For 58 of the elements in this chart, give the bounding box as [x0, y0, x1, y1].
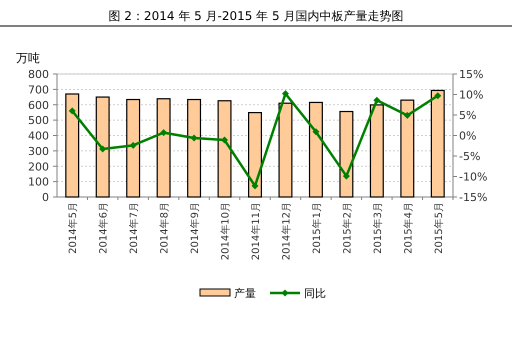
y-tick-label: 100 — [28, 176, 49, 189]
y2-tick-label: -15% — [459, 191, 488, 204]
y2-tick-label: -5% — [459, 150, 480, 163]
bar — [126, 98, 140, 198]
point — [282, 90, 289, 98]
y-tick-label: 0 — [42, 191, 49, 204]
bar — [65, 93, 80, 198]
y-tick-label: 300 — [28, 144, 49, 158]
x-tick-label: 2014年11月 — [250, 202, 262, 260]
y-tick-label: 400 — [28, 130, 49, 142]
point — [160, 129, 168, 136]
y2-tick-label: -10% — [459, 170, 488, 184]
y-tick-label: 200 — [28, 160, 49, 174]
bar — [218, 100, 232, 198]
point — [404, 112, 411, 119]
x-tick-label: 2015年4月 — [402, 202, 414, 254]
y-tick-label: 600 — [28, 98, 49, 112]
bar — [156, 98, 171, 198]
y2-tick-label: 15% — [459, 68, 484, 81]
bar — [248, 112, 262, 198]
point — [130, 142, 137, 149]
y2-tick-label: 10% — [459, 88, 484, 102]
x-tick-label: 2014年7月 — [128, 202, 140, 254]
point — [252, 182, 258, 190]
point — [373, 96, 380, 104]
bar — [187, 98, 202, 198]
y2-tick-label: 5% — [459, 109, 476, 122]
x-tick-label: 2015年5月 — [432, 202, 445, 254]
y-axis-title: 万吨 — [16, 51, 40, 65]
bar — [430, 90, 445, 198]
point — [221, 136, 228, 144]
x-tick-label: 2014年9月 — [189, 202, 202, 254]
y-tick-label: 500 — [28, 114, 49, 128]
legend-label: 同比 — [304, 287, 326, 300]
y2-tick-label: 0% — [459, 130, 476, 142]
y-tick-label: 700 — [28, 83, 49, 96]
point — [68, 107, 76, 114]
point — [312, 128, 320, 136]
x-tick-label: 2015年1月 — [310, 202, 323, 254]
legend-label: 产量 — [234, 287, 256, 300]
bar — [96, 96, 110, 198]
bar — [370, 104, 384, 198]
x-tick-label: 2015年3月 — [372, 202, 384, 254]
x-tick-label: 2014年6月 — [98, 202, 110, 254]
x-tick-label: 2014年12月 — [280, 202, 292, 260]
x-tick-label: 2015年2月 — [341, 202, 354, 254]
bar — [400, 100, 414, 198]
point — [99, 146, 106, 153]
bar — [308, 102, 323, 198]
bar — [278, 102, 292, 198]
x-tick-label: 2014年10月 — [220, 202, 232, 260]
x-tick-label: 2014年5月 — [67, 202, 80, 254]
chart-title: 图 2：2014 年 5 月-2015 年 5 月国内中板产量走势图 — [108, 9, 404, 23]
y-tick-label: 800 — [28, 68, 49, 81]
point — [434, 92, 442, 100]
x-tick-label: 2014年8月 — [158, 202, 171, 254]
point — [342, 172, 350, 180]
bar — [339, 110, 354, 198]
